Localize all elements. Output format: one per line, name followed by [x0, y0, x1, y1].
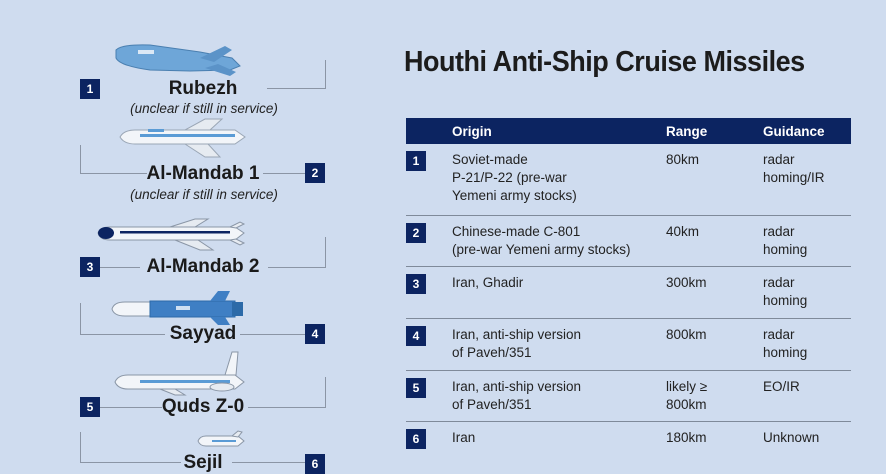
connector-line — [268, 237, 326, 268]
row-number: 5 — [406, 378, 426, 398]
table-row: 4 Iran, anti-ship version of Paveh/351 8… — [406, 319, 851, 371]
missile-note: (unclear if still in service) — [130, 101, 278, 116]
connector-line — [240, 334, 305, 335]
cell-guidance: radar homing/IR — [763, 152, 825, 185]
connector-line — [100, 407, 162, 408]
missile-number-badge: 2 — [305, 163, 325, 183]
cell-range: 180km — [666, 430, 707, 445]
row-number: 2 — [406, 223, 426, 243]
cell-guidance: radar homing — [763, 224, 808, 257]
connector-line — [80, 145, 147, 174]
missile-number-badge: 1 — [80, 79, 100, 99]
missile-name: Rubezh — [168, 78, 238, 99]
cell-origin: Iran, anti-ship version of Paveh/351 — [452, 327, 582, 360]
cell-range: 300km — [666, 275, 707, 290]
cell-guidance: radar homing — [763, 327, 808, 360]
table-row: 6 Iran 180km Unknown — [406, 422, 851, 466]
header-guidance: Guidance — [763, 124, 825, 139]
connector-line — [263, 173, 305, 174]
cell-guidance: EO/IR — [763, 379, 800, 394]
table-row: 1 Soviet-made P-21/P-22 (pre-war Yemeni … — [406, 144, 851, 216]
connector-line — [80, 303, 165, 335]
missile-illustrations — [97, 44, 246, 447]
cell-guidance: radar homing — [763, 275, 808, 308]
cell-origin: Iran — [452, 430, 476, 445]
missile-name: Sayyad — [169, 323, 237, 344]
cell-range: 80km — [666, 152, 700, 167]
rubezh-missile-image — [115, 44, 241, 76]
cell-guidance: Unknown — [763, 430, 820, 445]
missile-name: Sejil — [183, 452, 223, 473]
missile-name: Al-Mandab 1 — [146, 163, 260, 184]
cell-range: likely ≥ 800km — [666, 379, 708, 412]
cell-range: 40km — [666, 224, 700, 239]
header-range: Range — [666, 124, 708, 139]
table-row: 3 Iran, Ghadir 300km radar homing — [406, 267, 851, 319]
row-number: 6 — [406, 429, 426, 449]
connector-line — [248, 377, 326, 408]
row-number: 3 — [406, 274, 426, 294]
missile-number-badge: 3 — [80, 257, 100, 277]
table-row: 2 Chinese-made C-801 (pre-war Yemeni arm… — [406, 216, 851, 267]
table-header: Origin Range Guidance — [406, 118, 851, 144]
connector-line — [100, 267, 140, 268]
missile-number-badge: 5 — [80, 397, 100, 417]
missile-name: Al-Mandab 2 — [146, 256, 260, 277]
row-number: 4 — [406, 326, 426, 346]
al-mandab-1-missile-image — [119, 118, 246, 158]
cell-origin: Iran, anti-ship version of Paveh/351 — [452, 379, 582, 412]
al-mandab-2-missile-image — [97, 218, 246, 251]
sayyad-missile-image — [111, 291, 243, 325]
row-number: 1 — [406, 151, 426, 171]
connector-line — [80, 432, 181, 463]
missile-name: Quds Z-0 — [161, 396, 245, 417]
table-row: 5 Iran, anti-ship version of Paveh/351 l… — [406, 371, 851, 422]
cell-origin: Soviet-made P-21/P-22 (pre-war Yemeni ar… — [452, 152, 577, 203]
cell-range: 800km — [666, 327, 707, 342]
connector-line — [232, 462, 305, 463]
header-origin: Origin — [452, 124, 492, 139]
cell-origin: Chinese-made C-801 (pre-war Yemeni army … — [452, 224, 631, 257]
missile-number-badge: 4 — [305, 324, 325, 344]
connector-line — [267, 60, 326, 89]
cell-origin: Iran, Ghadir — [452, 275, 524, 290]
quds-z-0-missile-image — [114, 351, 245, 396]
page-title: Houthi Anti-Ship Cruise Missiles — [404, 46, 805, 78]
missile-note: (unclear if still in service) — [130, 187, 278, 202]
sejil-missile-image — [197, 430, 245, 447]
